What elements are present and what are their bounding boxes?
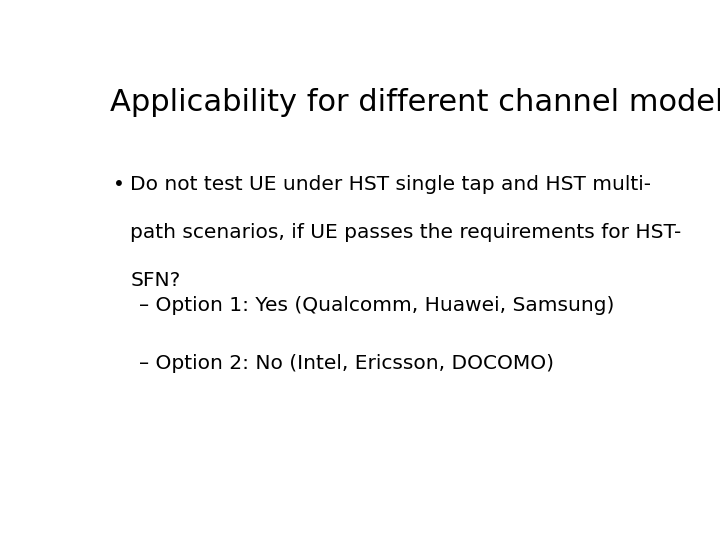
Text: – Option 2: No (Intel, Ericsson, DOCOMO): – Option 2: No (Intel, Ericsson, DOCOMO) — [139, 354, 554, 373]
Text: – Option 1: Yes (Qualcomm, Huawei, Samsung): – Option 1: Yes (Qualcomm, Huawei, Samsu… — [139, 295, 614, 315]
Text: Do not test UE under HST single tap and HST multi-: Do not test UE under HST single tap and … — [130, 175, 651, 194]
Text: •: • — [114, 175, 125, 194]
Text: SFN?: SFN? — [130, 271, 181, 289]
Text: Applicability for different channel models: Applicability for different channel mode… — [109, 87, 720, 117]
Text: path scenarios, if UE passes the requirements for HST-: path scenarios, if UE passes the require… — [130, 223, 681, 242]
